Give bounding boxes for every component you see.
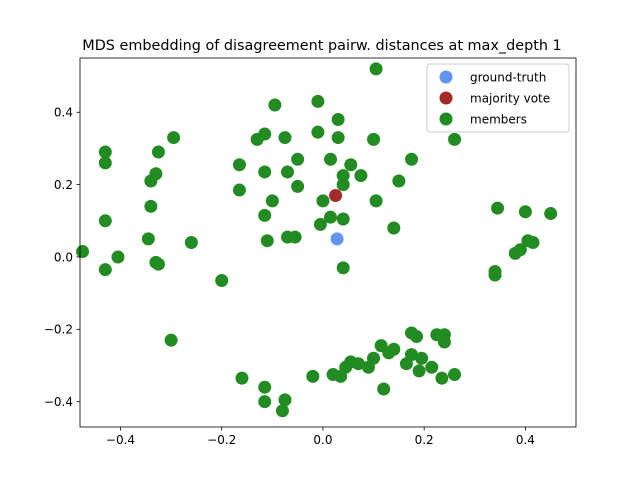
members-point xyxy=(544,207,558,221)
members-point xyxy=(435,371,449,385)
members-point xyxy=(268,98,282,112)
members-point xyxy=(369,194,383,208)
members-point xyxy=(508,246,522,260)
members-point xyxy=(382,346,396,360)
members-point xyxy=(324,152,338,166)
y-tick-label: 0.0 xyxy=(54,250,73,264)
members-point xyxy=(98,263,112,277)
members-point xyxy=(232,183,246,197)
members-point xyxy=(331,113,345,126)
members-point xyxy=(151,257,165,271)
members-point xyxy=(291,179,305,193)
members-point xyxy=(311,94,325,108)
members-point xyxy=(336,169,350,183)
members-point xyxy=(448,132,462,146)
members-point xyxy=(144,199,158,213)
majority-vote-point xyxy=(329,188,343,202)
legend-marker-members xyxy=(439,112,453,126)
members-point xyxy=(488,268,502,282)
members-point xyxy=(111,250,125,264)
members-point xyxy=(331,131,345,145)
members-point xyxy=(258,208,272,222)
y-tick-label: −0.4 xyxy=(44,395,73,409)
members-point xyxy=(415,351,429,365)
x-tick-label: 0.4 xyxy=(516,433,535,447)
members-point xyxy=(410,330,424,344)
members-point xyxy=(98,145,112,159)
members-point xyxy=(167,131,181,145)
members-point xyxy=(258,380,272,394)
data-points xyxy=(76,62,558,418)
members-point xyxy=(288,230,302,244)
x-tick-label: −0.2 xyxy=(207,433,236,447)
plot-frame xyxy=(79,57,577,428)
x-tick-label: 0.0 xyxy=(313,433,332,447)
members-point xyxy=(281,165,295,179)
members-point xyxy=(351,357,365,371)
members-point xyxy=(491,201,505,215)
ground-truth-point xyxy=(330,232,344,246)
members-point xyxy=(336,261,350,275)
members-point xyxy=(250,132,264,146)
members-point xyxy=(369,62,383,76)
members-point xyxy=(232,158,246,172)
members-point xyxy=(392,174,406,188)
members-point xyxy=(258,165,272,179)
y-tick-label: 0.2 xyxy=(54,178,73,192)
members-point xyxy=(215,273,229,287)
members-point xyxy=(412,364,426,378)
legend-label-ground-truth: ground-truth xyxy=(470,71,546,85)
members-point xyxy=(526,236,540,249)
members-point xyxy=(324,210,338,224)
legend-marker-majority-vote xyxy=(439,91,453,105)
members-point xyxy=(336,178,350,192)
x-tick-label: −0.4 xyxy=(106,433,135,447)
members-point xyxy=(367,132,381,146)
members-point xyxy=(184,236,198,249)
legend-box xyxy=(426,63,570,133)
members-point xyxy=(354,169,368,183)
members-point xyxy=(344,158,358,172)
members-point xyxy=(98,156,112,170)
legend-label-majority-vote: majority vote xyxy=(470,92,550,106)
y-tick-label: 0.4 xyxy=(54,106,73,120)
members-point xyxy=(260,234,274,248)
members-point xyxy=(265,194,279,208)
members-point xyxy=(164,333,178,347)
members-point xyxy=(76,245,90,259)
members-point xyxy=(311,125,325,139)
members-point xyxy=(361,360,375,374)
axis-ticks: −0.4 −0.2 0.0 0.2 0.4 −0.4 −0.2 0.0 0.2 0.4 xyxy=(44,106,535,447)
members-point xyxy=(278,393,292,407)
members-point xyxy=(258,395,272,409)
members-point xyxy=(306,369,320,383)
members-point xyxy=(437,335,451,349)
members-point xyxy=(334,369,348,383)
members-point xyxy=(291,152,305,166)
members-point xyxy=(316,194,330,208)
members-point xyxy=(313,217,327,231)
legend-marker-ground-truth xyxy=(439,70,453,84)
members-point xyxy=(275,404,289,418)
legend: ground-truth majority vote members xyxy=(426,63,570,133)
members-point xyxy=(144,174,158,188)
members-point xyxy=(235,371,249,385)
members-point xyxy=(448,368,462,382)
chart-title: MDS embedding of disagreement pairw. dis… xyxy=(82,38,561,54)
members-point xyxy=(377,382,391,396)
members-point xyxy=(405,152,419,166)
members-point xyxy=(518,205,532,219)
legend-label-members: members xyxy=(470,113,527,127)
members-point xyxy=(151,145,165,159)
y-tick-label: −0.2 xyxy=(44,323,73,337)
members-point xyxy=(336,212,350,226)
members-point xyxy=(98,214,112,228)
x-tick-label: 0.2 xyxy=(415,433,434,447)
members-point xyxy=(425,360,439,374)
members-point xyxy=(399,357,413,371)
members-point xyxy=(387,221,401,235)
members-point xyxy=(278,131,292,145)
members-point xyxy=(141,232,155,246)
